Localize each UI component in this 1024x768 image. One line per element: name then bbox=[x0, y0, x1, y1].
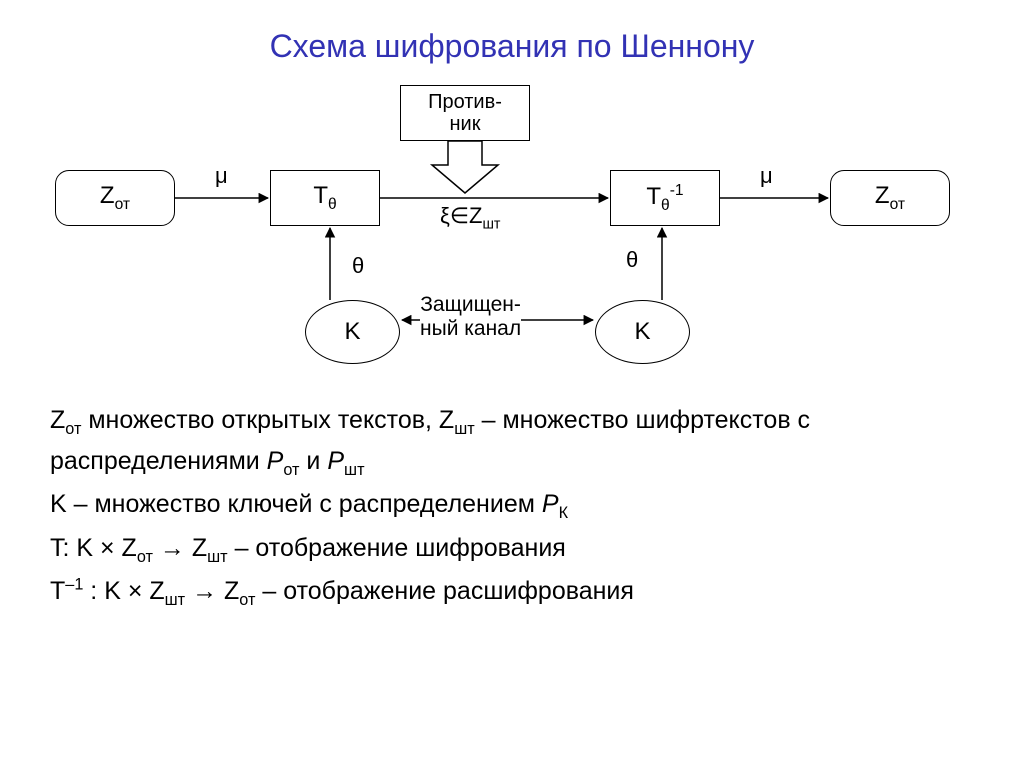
K-right-label: K bbox=[634, 318, 650, 346]
body-line: T: K × Zот → Zшт – отображение шифровани… bbox=[50, 529, 974, 570]
label-xi-zsht: ξ∈Zшт bbox=[440, 203, 500, 232]
node-K-right: K bbox=[595, 300, 690, 364]
label-mu-left: μ bbox=[215, 163, 228, 189]
T-inv-label: Tθ-1 bbox=[646, 182, 683, 215]
label-mu-right: μ bbox=[760, 163, 773, 189]
node-z-ot-left: Zот bbox=[55, 170, 175, 226]
label-theta-right: θ bbox=[626, 247, 638, 273]
label-theta-left: θ bbox=[352, 253, 364, 279]
node-z-ot-right: Zот bbox=[830, 170, 950, 226]
z-ot-left-label: Zот bbox=[100, 182, 130, 214]
body-line: K – множество ключей с распределением PК bbox=[50, 485, 974, 526]
z-ot-right-label: Zот bbox=[875, 182, 905, 214]
page-title: Схема шифрования по Шеннону bbox=[0, 0, 1024, 75]
node-T-inv: Tθ-1 bbox=[610, 170, 720, 226]
node-T: Tθ bbox=[270, 170, 380, 226]
shannon-diagram: Zот Tθ Tθ-1 Zот K K Против- ник μ ξ∈Zшт … bbox=[0, 75, 1024, 395]
node-adversary: Против- ник bbox=[400, 85, 530, 141]
body-text: Zот множество открытых текстов, Zшт – мн… bbox=[0, 395, 1024, 613]
label-secure-channel: Защищен- ный канал bbox=[420, 293, 521, 341]
T-label: Tθ bbox=[313, 182, 336, 214]
K-left-label: K bbox=[344, 318, 360, 346]
node-K-left: K bbox=[305, 300, 400, 364]
adversary-line2: ник bbox=[450, 113, 481, 135]
body-line: T–1 : K × Zшт → Zот – отображение расшиф… bbox=[50, 572, 974, 613]
adversary-line1: Против- bbox=[428, 91, 502, 113]
body-line: Zот множество открытых текстов, Zшт – мн… bbox=[50, 401, 974, 483]
adversary-tap-arrow bbox=[432, 141, 498, 193]
